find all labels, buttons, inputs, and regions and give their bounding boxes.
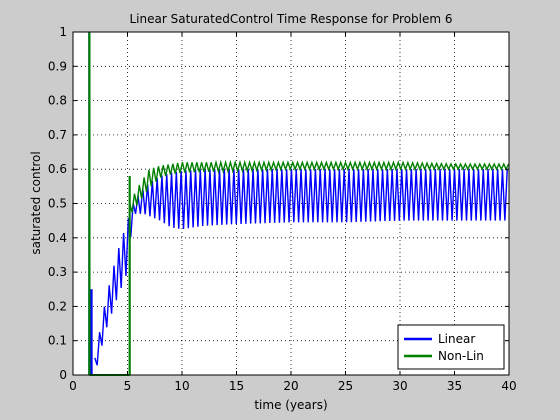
x-tick-label: 0	[69, 379, 77, 393]
x-tick-labels: 0 5 10 15 20 25 30 35 40	[69, 379, 516, 393]
series-band-linear	[94, 169, 508, 366]
y-axis-label: saturated control	[29, 151, 43, 254]
x-tick-label: 25	[338, 379, 353, 393]
x-tick-label: 10	[174, 379, 189, 393]
series-band-non-lin	[129, 159, 510, 213]
x-tick-label: 20	[283, 379, 298, 393]
legend-label-nonlin: Non-Lin	[438, 349, 484, 363]
legend-label-linear: Linear	[438, 332, 475, 346]
x-tick-label: 35	[447, 379, 462, 393]
y-tick-label: 0.8	[48, 94, 67, 108]
y-tick-label: 1	[59, 25, 67, 39]
y-tick-label: 0.4	[48, 231, 67, 245]
y-tick-label: 0.7	[48, 128, 67, 142]
y-tick-label: 0.1	[48, 334, 67, 348]
x-tick-label: 40	[501, 379, 516, 393]
y-tick-label: 0.5	[48, 197, 67, 211]
y-tick-label: 0.3	[48, 265, 67, 279]
y-tick-label: 0.2	[48, 299, 67, 313]
y-tick-label: 0.9	[48, 59, 67, 73]
series-layer	[88, 32, 510, 376]
axis-ticks	[72, 31, 510, 376]
x-tick-label: 15	[229, 379, 244, 393]
chart-title: Linear SaturatedControl Time Response fo…	[129, 12, 452, 26]
x-tick-label: 5	[124, 379, 132, 393]
legend-box	[397, 324, 505, 370]
y-tick-labels: 0 0.1 0.2 0.3 0.4 0.5 0.6 0.7 0.8 0.9 1	[48, 25, 67, 382]
x-tick-label: 30	[392, 379, 407, 393]
legend: Linear Non-Lin	[397, 324, 505, 370]
y-tick-label: 0	[59, 368, 67, 382]
y-tick-label: 0.6	[48, 162, 67, 176]
x-axis-label: time (years)	[254, 398, 327, 412]
